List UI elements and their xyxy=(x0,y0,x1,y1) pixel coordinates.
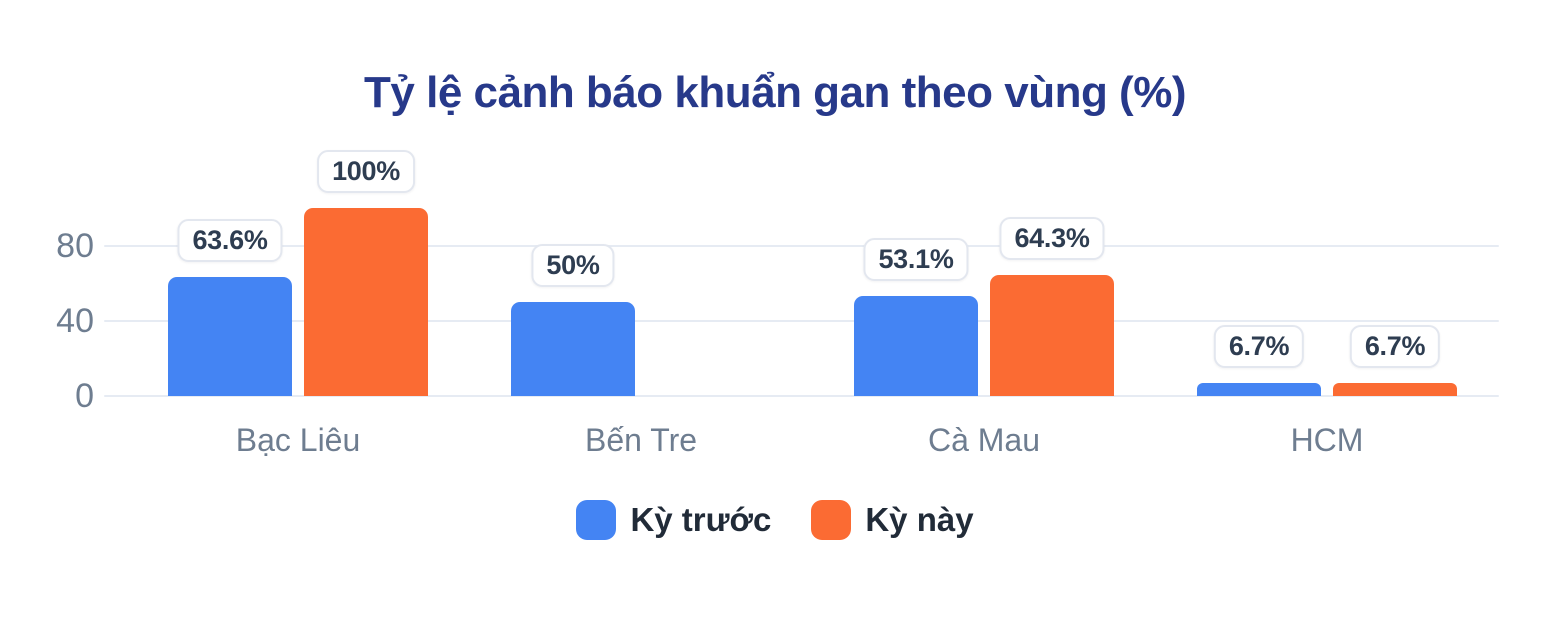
bar-ky-truoc[interactable] xyxy=(511,302,635,396)
value-label: 100% xyxy=(317,150,415,193)
bar-ky-nay[interactable] xyxy=(1333,383,1457,396)
bar-ky-truoc[interactable] xyxy=(854,296,978,396)
value-label: 50% xyxy=(531,244,615,287)
x-axis-label: Bạc Liêu xyxy=(235,422,361,458)
bar-ky-nay[interactable] xyxy=(990,275,1114,396)
value-label: 53.1% xyxy=(863,238,969,281)
bar-ky-nay[interactable] xyxy=(304,208,428,396)
gridline xyxy=(104,395,1499,397)
y-axis-tick-label: 80 xyxy=(56,227,94,265)
value-label: 63.6% xyxy=(177,219,283,262)
legend-item-ky-nay[interactable]: Kỳ này xyxy=(811,500,974,540)
chart-title: Tỷ lệ cảnh báo khuẩn gan theo vùng (%) xyxy=(364,68,1186,117)
gridline xyxy=(104,245,1499,247)
y-axis-tick-label: 40 xyxy=(56,302,94,340)
legend-swatch-ky-nay xyxy=(811,500,852,540)
x-axis-label: Cà Mau xyxy=(927,422,1041,458)
bar-ky-truoc[interactable] xyxy=(1197,383,1321,396)
value-label: 6.7% xyxy=(1213,325,1305,368)
legend-swatch-ky-truoc xyxy=(576,500,617,540)
value-label: 6.7% xyxy=(1349,325,1441,368)
legend-label: Kỳ trước xyxy=(630,501,772,538)
bar-ky-truoc[interactable] xyxy=(168,277,292,396)
legend-item-ky-truoc[interactable]: Kỳ trước xyxy=(576,500,771,540)
x-axis-label: Bến Tre xyxy=(584,422,698,458)
y-axis-tick-label: 0 xyxy=(75,377,94,415)
legend-label: Kỳ này xyxy=(865,501,974,538)
value-label: 64.3% xyxy=(999,217,1105,260)
x-axis-label: HCM xyxy=(1290,422,1364,458)
gridline xyxy=(104,320,1499,322)
chart-legend: Kỳ trước Kỳ này xyxy=(0,500,1550,540)
